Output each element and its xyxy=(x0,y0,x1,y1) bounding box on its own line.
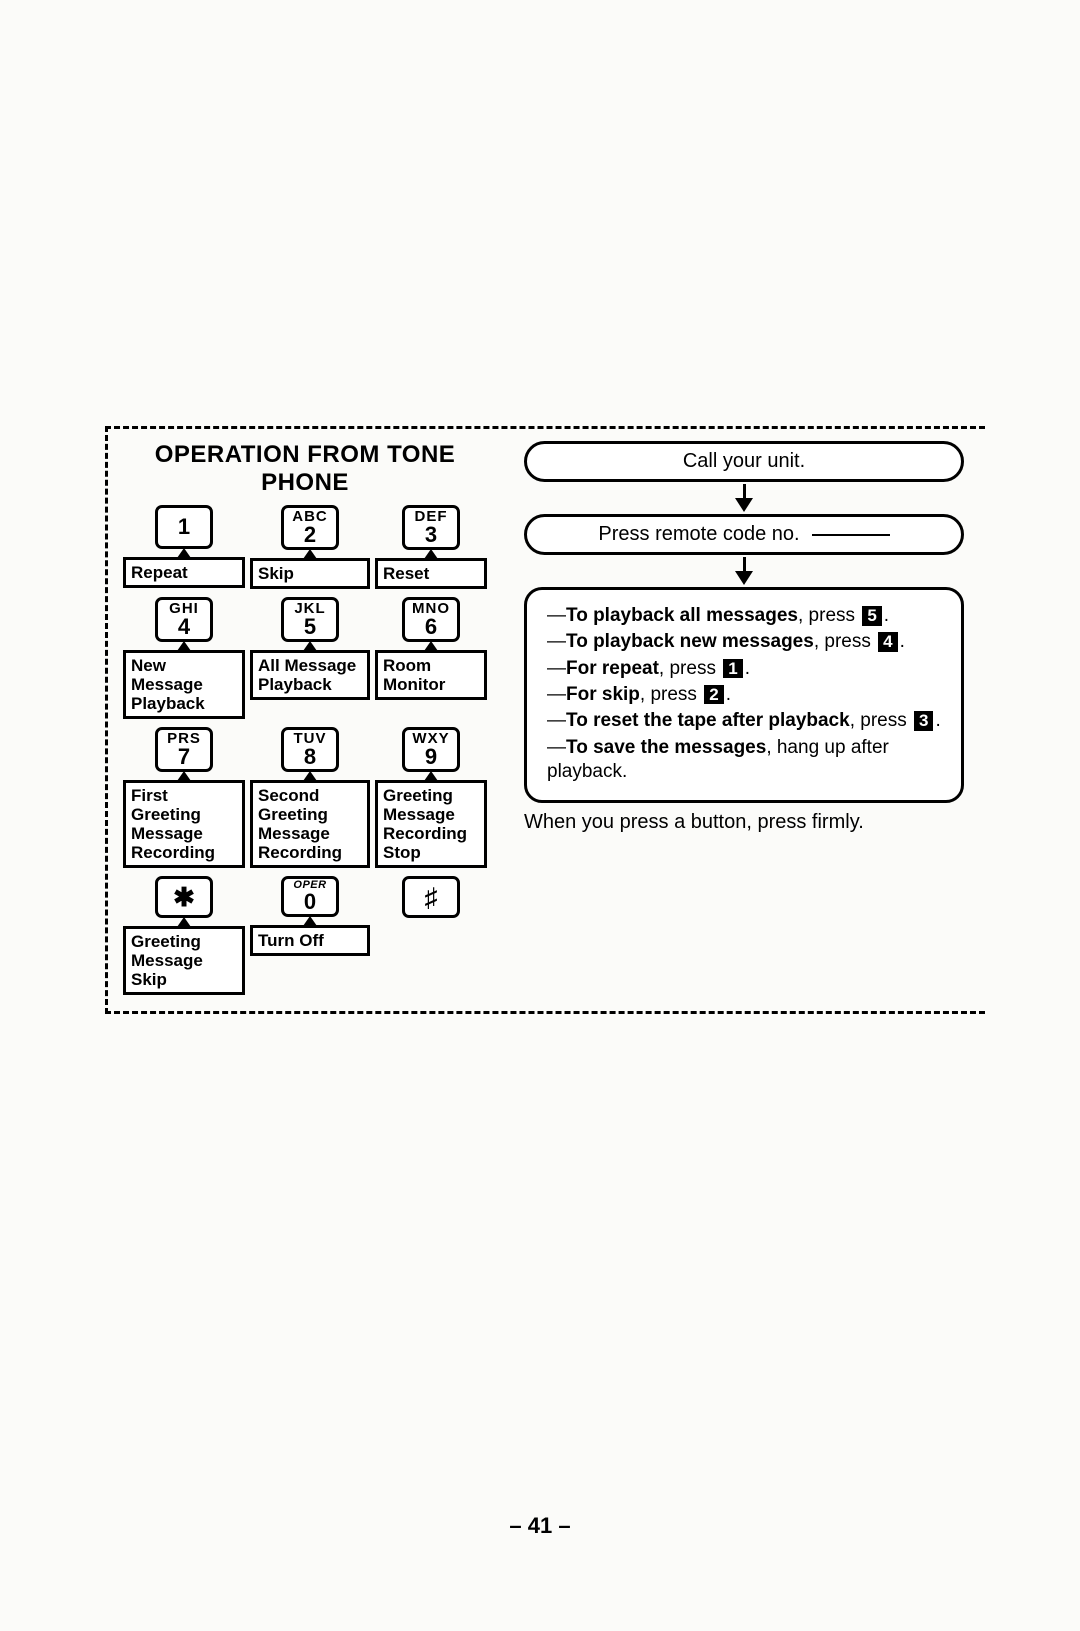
key-function-label: First Greeting Message Recording xyxy=(123,780,245,868)
instruction-bold: For skip xyxy=(566,684,640,705)
key-digit: 9 xyxy=(425,746,437,768)
key-button-6[interactable]: MNO6 xyxy=(402,597,460,642)
key-function-label: Turn Off xyxy=(250,925,370,956)
instruction-end: . xyxy=(935,710,940,731)
step2-text: Press remote code no. xyxy=(598,523,799,546)
key-cell-8: WXY9 Greeting Message Recording Stop xyxy=(372,727,490,870)
page: OPERATION FROM TONE PHONE 1 Repeat ABC2 Ski… xyxy=(0,0,1080,1631)
instruction-key: 2 xyxy=(704,685,723,705)
key-function-label: All Message Playback xyxy=(250,650,370,700)
key-button-♯[interactable]: ♯ xyxy=(402,876,460,918)
key-button-7[interactable]: PRS7 xyxy=(155,727,213,772)
key-cell-0: 1 Repeat xyxy=(120,505,248,591)
instruction-end: . xyxy=(726,684,731,705)
key-digit: 1 xyxy=(178,509,190,545)
key-cell-5: MNO6 Room Monitor xyxy=(372,597,490,721)
columns: OPERATION FROM TONE PHONE 1 Repeat ABC2 Ski… xyxy=(120,441,985,997)
key-cell-4: JKL5 All Message Playback xyxy=(248,597,372,721)
instruction-tail: , press xyxy=(798,605,860,626)
key-function-label: Repeat xyxy=(123,557,245,588)
step-call-unit: Call your unit. xyxy=(524,441,964,482)
instruction-bold: For repeat xyxy=(566,658,659,679)
key-function-label: Greeting Message Skip xyxy=(123,926,245,995)
instruction-key: 4 xyxy=(878,632,897,652)
code-blank xyxy=(812,534,890,536)
key-digit: 7 xyxy=(178,746,190,768)
key-function-label: Greeting Message Recording Stop xyxy=(375,780,487,868)
footer-note: When you press a button, press firmly. xyxy=(524,811,964,834)
key-button-✱[interactable]: ✱ xyxy=(155,876,213,918)
instruction-tail: , press xyxy=(640,684,702,705)
instruction-row-5: —To save the messages, hang up after pla… xyxy=(547,736,945,785)
key-digit: 0 xyxy=(304,891,316,913)
key-function-label: Skip xyxy=(250,558,370,589)
key-function-label: Second Greeting Message Recording xyxy=(250,780,370,868)
key-digit: 3 xyxy=(425,524,437,546)
key-function-label: Reset xyxy=(375,558,487,589)
page-number: – 41 – xyxy=(0,1513,1080,1539)
instruction-row-4: —To reset the tape after playback, press… xyxy=(547,709,945,733)
arrow-1 xyxy=(524,484,964,512)
instruction-row-1: —To playback new messages, press 4. xyxy=(547,630,945,654)
key-cell-11: ♯ xyxy=(372,876,490,997)
instruction-row-3: —For skip, press 2. xyxy=(547,683,945,707)
key-symbol: ✱ xyxy=(173,880,195,914)
key-symbol: ♯ xyxy=(425,880,438,914)
key-digit: 8 xyxy=(304,746,316,768)
instruction-row-0: —To playback all messages, press 5. xyxy=(547,604,945,628)
key-button-3[interactable]: DEF3 xyxy=(402,505,460,550)
step-remote-code: Press remote code no. xyxy=(524,514,964,555)
key-button-0[interactable]: OPER0 xyxy=(281,876,339,917)
key-button-4[interactable]: GHI4 xyxy=(155,597,213,642)
arrow-2 xyxy=(524,557,964,585)
main-panel: OPERATION FROM TONE PHONE 1 Repeat ABC2 Ski… xyxy=(105,426,985,1014)
instruction-key: 5 xyxy=(862,606,881,626)
instruction-key: 1 xyxy=(723,659,742,679)
instruction-bold: To playback new messages xyxy=(566,631,814,652)
panel-title: OPERATION FROM TONE PHONE xyxy=(120,441,490,497)
key-digit: 6 xyxy=(425,616,437,638)
key-cell-10: OPER0 Turn Off xyxy=(248,876,372,997)
key-function-label: Room Monitor xyxy=(375,650,487,700)
instruction-row-2: —For repeat, press 1. xyxy=(547,657,945,681)
key-digit: 2 xyxy=(304,524,316,546)
instruction-bold: To reset the tape after playback xyxy=(566,710,850,731)
key-digit: 4 xyxy=(178,616,190,638)
keypad-grid: 1 Repeat ABC2 Skip DEF3 Reset GHI4 New Message … xyxy=(120,505,490,997)
step1-text: Call your unit. xyxy=(683,450,805,473)
key-cell-2: DEF3 Reset xyxy=(372,505,490,591)
key-function-label: New Message Playback xyxy=(123,650,245,719)
key-button-2[interactable]: ABC2 xyxy=(281,505,339,550)
key-cell-3: GHI4 New Message Playback xyxy=(120,597,248,721)
instruction-tail: , press xyxy=(814,631,876,652)
key-cell-7: TUV8 Second Greeting Message Recording xyxy=(248,727,372,870)
key-button-8[interactable]: TUV8 xyxy=(281,727,339,772)
instruction-key: 3 xyxy=(914,711,933,731)
keypad-column: OPERATION FROM TONE PHONE 1 Repeat ABC2 Ski… xyxy=(120,441,490,997)
key-cell-1: ABC2 Skip xyxy=(248,505,372,591)
instruction-bold: To playback all messages xyxy=(566,605,798,626)
key-cell-6: PRS7 First Greeting Message Recording xyxy=(120,727,248,870)
instruction-end: . xyxy=(900,631,905,652)
key-button-1[interactable]: 1 xyxy=(155,505,213,549)
instruction-box: —To playback all messages, press 5.—To p… xyxy=(524,587,964,803)
instruction-bold: To save the messages xyxy=(566,737,766,758)
key-button-5[interactable]: JKL5 xyxy=(281,597,339,642)
flow-column: Call your unit. Press remote code no. —T… xyxy=(524,441,964,997)
key-button-9[interactable]: WXY9 xyxy=(402,727,460,772)
key-cell-9: ✱ Greeting Message Skip xyxy=(120,876,248,997)
instruction-end: . xyxy=(884,605,889,626)
instruction-tail: , press xyxy=(659,658,721,679)
instruction-tail: , press xyxy=(850,710,912,731)
instruction-end: . xyxy=(745,658,750,679)
key-digit: 5 xyxy=(304,616,316,638)
